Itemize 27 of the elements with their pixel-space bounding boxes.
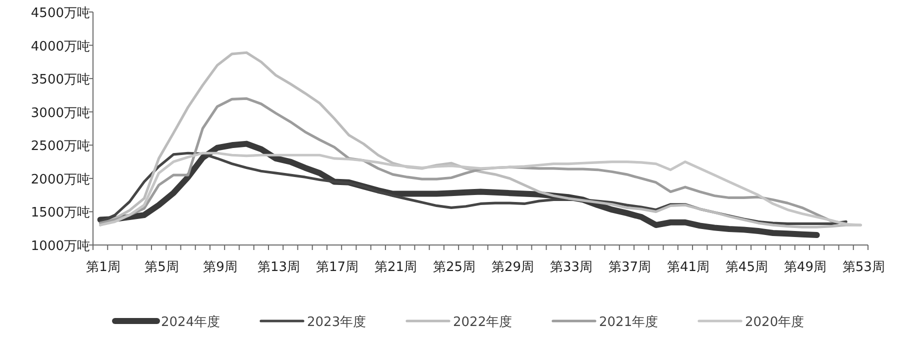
x-tick-label: 第45周 xyxy=(725,260,768,275)
legend-label: 2020年度 xyxy=(745,314,804,330)
legend-label: 2024年度 xyxy=(161,314,220,330)
x-tick-label: 第9周 xyxy=(203,260,238,275)
y-tick-label: 4500万吨 xyxy=(30,6,90,21)
x-tick-label: 第13周 xyxy=(258,260,300,275)
x-tick-label: 第25周 xyxy=(432,260,476,275)
x-tick-label: 第21周 xyxy=(374,260,418,275)
x-tick-label: 第5周 xyxy=(144,260,179,275)
x-tick-label: 第37周 xyxy=(608,260,651,275)
x-tick-label: 第41周 xyxy=(666,260,710,275)
y-tick-label: 3000万吨 xyxy=(30,106,90,121)
legend-label: 2022年度 xyxy=(453,314,512,330)
y-tick-label: 2500万吨 xyxy=(30,139,90,154)
x-tick-label: 第17周 xyxy=(316,260,359,275)
legend-label: 2023年度 xyxy=(307,314,366,330)
y-tick-label: 2000万吨 xyxy=(30,172,90,188)
x-tick-label: 第53周 xyxy=(842,260,885,275)
x-tick-label: 第1周 xyxy=(86,260,120,275)
x-tick-label: 第29周 xyxy=(491,260,534,275)
y-tick-label: 1500万吨 xyxy=(30,206,90,221)
x-tick-label: 第33周 xyxy=(550,260,593,275)
y-tick-label: 4000万吨 xyxy=(30,39,90,54)
y-tick-label: 3500万吨 xyxy=(30,72,90,88)
x-tick-label: 第49周 xyxy=(784,260,826,275)
legend-label: 2021年度 xyxy=(599,314,658,330)
y-tick-label: 1000万吨 xyxy=(30,239,90,254)
